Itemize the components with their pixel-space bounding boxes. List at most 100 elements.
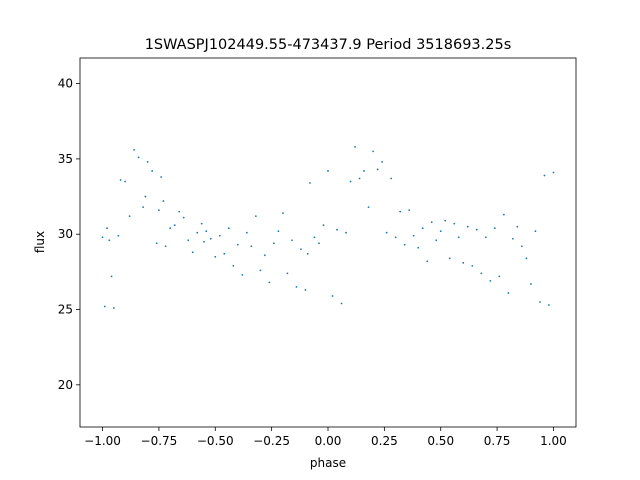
x-tick-label: −0.75 <box>141 434 178 448</box>
x-tick-label: 0.75 <box>484 434 511 448</box>
x-tick-label: 0.50 <box>427 434 454 448</box>
data-point <box>187 239 190 242</box>
data-point <box>498 275 501 278</box>
data-point <box>263 254 266 257</box>
x-tick-label: 1.00 <box>540 434 567 448</box>
data-point <box>448 257 451 260</box>
data-point <box>466 225 469 228</box>
data-point <box>218 234 221 237</box>
data-point <box>146 161 149 163</box>
data-point <box>462 261 465 264</box>
data-point <box>313 236 316 239</box>
data-point <box>390 177 393 180</box>
data-point <box>223 252 226 255</box>
data-point <box>306 252 309 255</box>
data-point <box>309 182 311 184</box>
data-point <box>245 231 248 234</box>
data-point <box>155 242 158 245</box>
data-point <box>403 243 406 246</box>
data-point <box>144 195 147 198</box>
x-axis-label: phase <box>310 456 346 470</box>
x-tick-label: −0.50 <box>197 434 234 448</box>
x-tick-label: 0.25 <box>371 434 398 448</box>
data-point <box>439 230 442 233</box>
data-point <box>552 171 555 174</box>
data-point <box>112 307 115 309</box>
data-point <box>318 242 320 245</box>
data-point <box>160 176 163 178</box>
data-point <box>340 302 343 305</box>
data-point <box>457 236 460 239</box>
y-tick-label: 20 <box>58 378 73 392</box>
data-point <box>525 257 528 260</box>
data-point <box>354 145 356 148</box>
data-point <box>196 231 199 234</box>
chart-title: 1SWASPJ102449.55-473437.9 Period 3518693… <box>145 37 512 53</box>
data-point <box>108 239 111 242</box>
data-point <box>300 248 302 251</box>
data-point <box>227 227 230 230</box>
data-point <box>435 239 438 242</box>
data-point <box>530 283 532 285</box>
data-point <box>381 161 384 163</box>
data-point <box>182 216 185 219</box>
data-point <box>489 280 492 282</box>
data-point <box>286 272 289 275</box>
data-point <box>349 180 352 183</box>
y-tick-label: 25 <box>58 303 73 317</box>
data-point <box>539 301 541 303</box>
data-point <box>169 227 172 230</box>
data-point <box>205 230 208 233</box>
data-point <box>394 236 397 239</box>
data-point <box>295 286 298 288</box>
data-point <box>110 275 113 278</box>
y-tick-label: 35 <box>58 152 73 166</box>
y-axis: 20 25 30 35 40 <box>58 77 80 392</box>
data-point <box>137 156 140 159</box>
data-point <box>543 174 546 177</box>
y-tick-label: 30 <box>58 227 73 241</box>
data-point <box>158 209 160 212</box>
x-axis: −1.00 −0.75 −0.50 −0.25 0.00 0.25 0.50 0.75 1.00 <box>84 427 567 448</box>
data-point <box>453 222 456 225</box>
data-point <box>322 224 325 227</box>
data-point <box>142 206 145 209</box>
data-point <box>385 231 388 234</box>
data-point <box>191 251 194 254</box>
data-point <box>480 272 483 275</box>
y-tick-label: 40 <box>58 77 73 91</box>
data-point <box>200 222 203 225</box>
data-point <box>119 179 122 181</box>
data-point <box>232 264 235 267</box>
data-point <box>173 224 176 227</box>
data-point <box>250 245 253 248</box>
data-point <box>534 230 537 233</box>
data-point <box>511 237 514 240</box>
data-point <box>516 225 519 228</box>
data-point <box>426 260 429 263</box>
data-point <box>327 170 329 172</box>
data-point <box>241 273 244 276</box>
data-point <box>408 209 411 212</box>
data-point <box>331 295 334 297</box>
data-point <box>507 292 510 294</box>
data-point <box>291 239 293 242</box>
data-point <box>164 245 167 248</box>
data-point <box>106 227 108 230</box>
data-point <box>117 234 120 237</box>
data-point <box>101 236 104 239</box>
data-point <box>282 212 284 215</box>
data-point <box>444 219 447 222</box>
y-axis-label: flux <box>33 231 47 253</box>
data-point <box>103 305 106 308</box>
data-point <box>133 148 136 151</box>
data-point <box>412 234 415 237</box>
data-point <box>236 243 239 246</box>
data-point <box>363 170 365 172</box>
data-point <box>471 264 474 267</box>
data-point <box>162 200 165 202</box>
data-point <box>336 228 338 231</box>
data-point <box>376 168 379 171</box>
